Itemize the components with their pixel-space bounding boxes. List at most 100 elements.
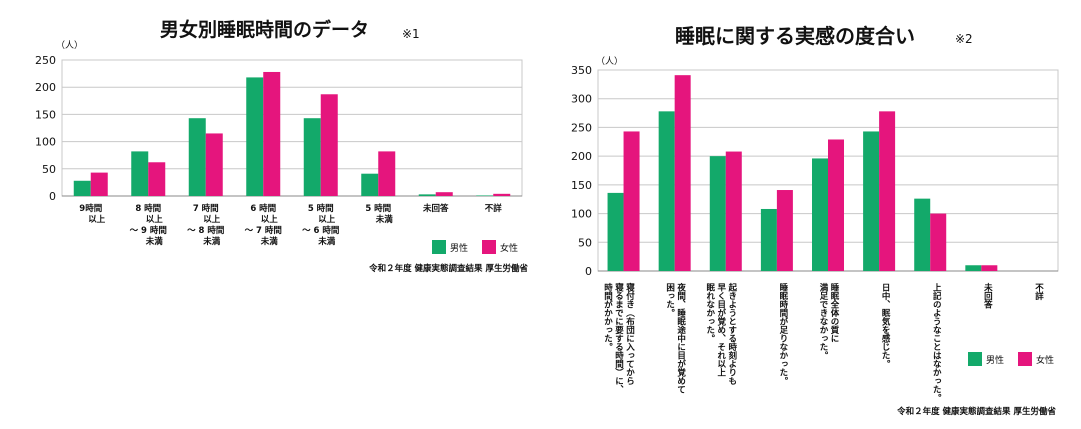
- chart-2-y-tick-label: 0: [585, 265, 592, 278]
- chart-1-category-label: 9時間: [79, 203, 102, 214]
- chart-1-bar-female: [320, 94, 338, 196]
- chart-1-legend-label: 女性: [500, 242, 518, 254]
- chart-2-bar-male: [607, 192, 624, 271]
- chart-2-bar-male: [863, 131, 880, 271]
- chart-2-bar-female: [879, 111, 896, 271]
- chart-2-category-label: 不詳: [1033, 283, 1043, 301]
- chart-2-legend-label: 男性: [986, 354, 1004, 366]
- chart-1-bar-female: [435, 192, 453, 196]
- chart-2-bar-female: [623, 131, 640, 271]
- chart-1-category-label: 不詳: [485, 203, 503, 214]
- chart-2-category-label: 寝付き（布団に入ってから: [625, 282, 636, 386]
- chart-1-y-tick-label: 100: [35, 136, 56, 149]
- chart-2-bar-female: [981, 265, 998, 271]
- chart-2-category-label: 日中、眠気を感じた。: [880, 283, 890, 368]
- chart-1-category-label: 8 時間: [135, 203, 161, 214]
- chart-1-y-tick-label: 200: [35, 81, 56, 94]
- chart-1-y-tick-label: 150: [35, 108, 56, 121]
- chart-1-y-tick-label: 250: [35, 54, 56, 67]
- chart-1-category-label: 以上: [203, 214, 221, 225]
- chart-2-y-tick-label: 300: [571, 93, 592, 106]
- chart-1-legend-swatch-female: [482, 240, 496, 254]
- chart-2-y-tick-label: 100: [571, 208, 592, 221]
- chart-1-category-label: 未満: [375, 214, 394, 225]
- chart-1-category-label: ～ 8 時間: [187, 225, 224, 236]
- chart-1-category-label: 5 時間: [365, 203, 391, 214]
- chart-2-bar-male: [812, 158, 828, 271]
- chart-2-y-tick-label: 150: [571, 179, 592, 192]
- chart-2-bar-female: [674, 75, 691, 271]
- chart-2-legend-label: 女性: [1036, 354, 1054, 366]
- chart-1-bar-female: [263, 71, 281, 196]
- chart-1-bar-male: [303, 118, 321, 196]
- chart-2-category-label: 睡眠全体の質に: [829, 282, 840, 342]
- chart-2-bar-male: [914, 198, 931, 271]
- chart-1-bar-male: [131, 151, 149, 196]
- chart-2-bar-female: [776, 190, 793, 271]
- chart-1-category-label: 未満: [202, 236, 221, 247]
- chart-2-category-label: 未回答: [982, 282, 993, 309]
- chart-1-category-label: 以上: [146, 214, 164, 225]
- chart-2-y-unit: （人）: [596, 56, 623, 67]
- chart-1-legend-swatch-male: [432, 240, 446, 254]
- chart-2-bar-male: [760, 208, 777, 271]
- chart-2-legend-swatch-female: [1018, 352, 1032, 366]
- chart-1-bar-female: [148, 162, 166, 196]
- chart-1-bar-male: [246, 77, 264, 196]
- chart-2-category-label: 寝るまでに要する時間）に、: [614, 282, 625, 393]
- chart-2-title-note: ※2: [955, 32, 973, 46]
- chart-2-bar-female: [828, 139, 844, 271]
- chart-2-bar-male: [709, 156, 726, 271]
- chart-2-source-note: 令和２年度 健康実態調査結果 厚生労働省: [896, 406, 1056, 417]
- chart-1-y-tick-label: 0: [49, 190, 56, 203]
- chart-1-category-label: 7 時間: [193, 203, 219, 214]
- chart-2-bar-female: [930, 213, 947, 271]
- chart-1-bar-female: [90, 172, 108, 196]
- chart-1-bar-male: [418, 194, 436, 196]
- chart-1-y-unit: （人）: [56, 40, 83, 51]
- chart-1-category-label: 未満: [260, 236, 279, 247]
- chart-1-bar-female: [378, 151, 396, 196]
- chart-2-category-label: 睡眠時間が足りなかった。: [778, 282, 788, 385]
- chart-1-title-note: ※1: [402, 27, 420, 41]
- chart-1-category-label: 未満: [145, 236, 164, 247]
- chart-2-category-label: 困った。: [665, 283, 675, 317]
- chart-1-y-tick-label: 50: [42, 163, 56, 176]
- chart-1-plot-area: [61, 59, 523, 197]
- chart-1-source-note: 令和２年度 健康実態調査結果 厚生労働省: [368, 263, 528, 274]
- chart-1-category-label: 以上: [261, 214, 279, 225]
- chart-2-bar-male: [658, 111, 675, 271]
- chart-1-legend-label: 男性: [450, 242, 468, 254]
- chart-1-bar-female: [493, 193, 511, 196]
- chart-1-title: 男女別睡眠時間のデータ: [160, 18, 369, 41]
- chart-2-category-label: 眠れなかった。: [705, 283, 715, 343]
- chart-1-bar-female: [205, 133, 223, 196]
- chart-2-category-label: 時間がかかった。: [603, 282, 613, 351]
- chart-1-category-label: ～ 7 時間: [245, 225, 282, 236]
- chart-1-category-label: 以上: [88, 214, 106, 225]
- chart-2-category-label: 起きようとする時刻よりも: [727, 282, 738, 385]
- chart-2-category-label: 夜間、睡眠途中に目が覚めて: [676, 282, 687, 393]
- chart-2-y-tick-label: 250: [571, 121, 592, 134]
- chart-1-bar-male: [361, 173, 379, 196]
- chart-1-bar-male: [476, 195, 494, 196]
- chart-2-legend-swatch-male: [968, 352, 982, 366]
- chart-2-y-tick-label: 200: [571, 150, 592, 163]
- chart-2-y-tick-label: 350: [571, 64, 592, 77]
- chart-2-category-label: 早く目が覚め、それ以上: [716, 283, 727, 377]
- chart-1-bar-male: [188, 118, 206, 196]
- chart-1-category-label: ～ 9 時間: [130, 225, 167, 236]
- chart-2-category-label: 上記のようなことはなかった。: [931, 282, 941, 402]
- chart-1-category-label: 未回答: [422, 203, 449, 214]
- chart-1-bar-male: [73, 180, 91, 196]
- chart-1-category-label: 未満: [317, 236, 336, 247]
- chart-1-category-label: 6 時間: [250, 203, 276, 214]
- chart-2-y-tick-label: 50: [578, 236, 592, 249]
- chart-1-category-label: 5 時間: [308, 203, 334, 214]
- chart-2-category-label: 満足できなかった。: [818, 282, 828, 359]
- chart-2-bar-male: [965, 265, 982, 271]
- chart-1-category-label: 以上: [318, 214, 336, 225]
- chart-2-title: 睡眠に関する実感の度合い: [675, 24, 915, 48]
- chart-1-category-label: ～ 6 時間: [302, 225, 339, 236]
